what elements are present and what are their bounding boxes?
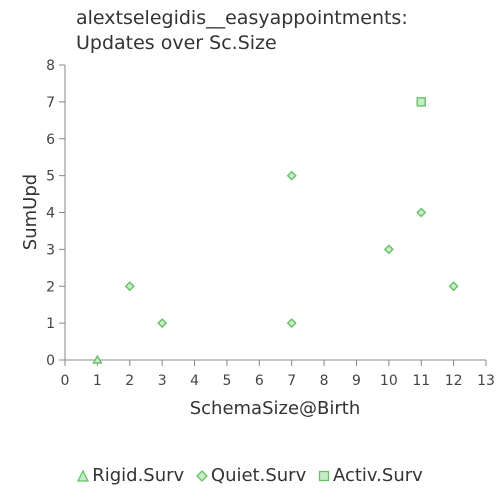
point-rigid-surv [92,354,103,364]
legend: Rigid.Surv Quiet.Surv Activ.Surv [0,465,500,486]
x-axis-title: SchemaSize@Birth [190,398,361,419]
square-marker-icon [318,470,330,482]
legend-item-activ-surv: Activ.Surv [318,465,423,486]
legend-label-rigid-surv: Rigid.Surv [92,465,185,486]
y-tick-label-4: 4 [46,206,55,222]
x-tick-label-6: 6 [255,373,264,389]
point-quiet-surv [124,281,135,292]
y-tick-label-3: 3 [46,242,55,258]
y-tick-label-5: 5 [46,169,55,185]
triangle-marker-icon [77,469,90,482]
chart-title-line-1: alextselegidis__easyappointments: [76,7,408,29]
point-quiet-surv [157,318,168,329]
data-marks [92,97,459,364]
point-quiet-surv [383,244,394,255]
x-tick-label-11: 11 [412,373,430,389]
chart-title-line-2: Updates over Sc.Size [76,32,277,54]
point-quiet-surv [448,281,459,292]
legend-item-quiet-surv: Quiet.Surv [195,465,307,486]
legend-label-quiet-surv: Quiet.Surv [210,465,307,486]
x-tick-label-4: 4 [190,373,199,389]
x-tick-label-8: 8 [320,373,329,389]
y-tick-label-7: 7 [46,95,55,111]
point-quiet-surv [416,207,427,218]
point-activ-surv [416,97,426,107]
x-tick-label-1: 1 [93,373,102,389]
x-tick-label-9: 9 [352,373,361,389]
legend-label-activ-surv: Activ.Surv [332,465,423,486]
y-tick-label-0: 0 [46,353,55,369]
y-tick-label-1: 1 [46,316,55,332]
y-tick-label-6: 6 [46,132,55,148]
chart-title: alextselegidis__easyappointments: Update… [76,6,408,56]
x-tick-label-5: 5 [222,373,231,389]
x-tick-label-2: 2 [125,373,134,389]
point-quiet-surv [286,318,297,329]
x-tick-label-0: 0 [61,373,70,389]
y-axis-title: SumUpd [20,174,41,250]
point-quiet-surv [286,170,297,181]
x-tick-label-3: 3 [158,373,167,389]
x-tick-label-13: 13 [477,373,495,389]
legend-item-rigid-surv: Rigid.Surv [77,465,184,486]
x-tick-label-7: 7 [287,373,296,389]
y-tick-label-8: 8 [46,58,55,74]
x-tick-label-12: 12 [445,373,463,389]
x-tick-label-10: 10 [380,373,398,389]
y-tick-label-2: 2 [46,279,55,295]
diamond-marker-icon [195,470,208,482]
